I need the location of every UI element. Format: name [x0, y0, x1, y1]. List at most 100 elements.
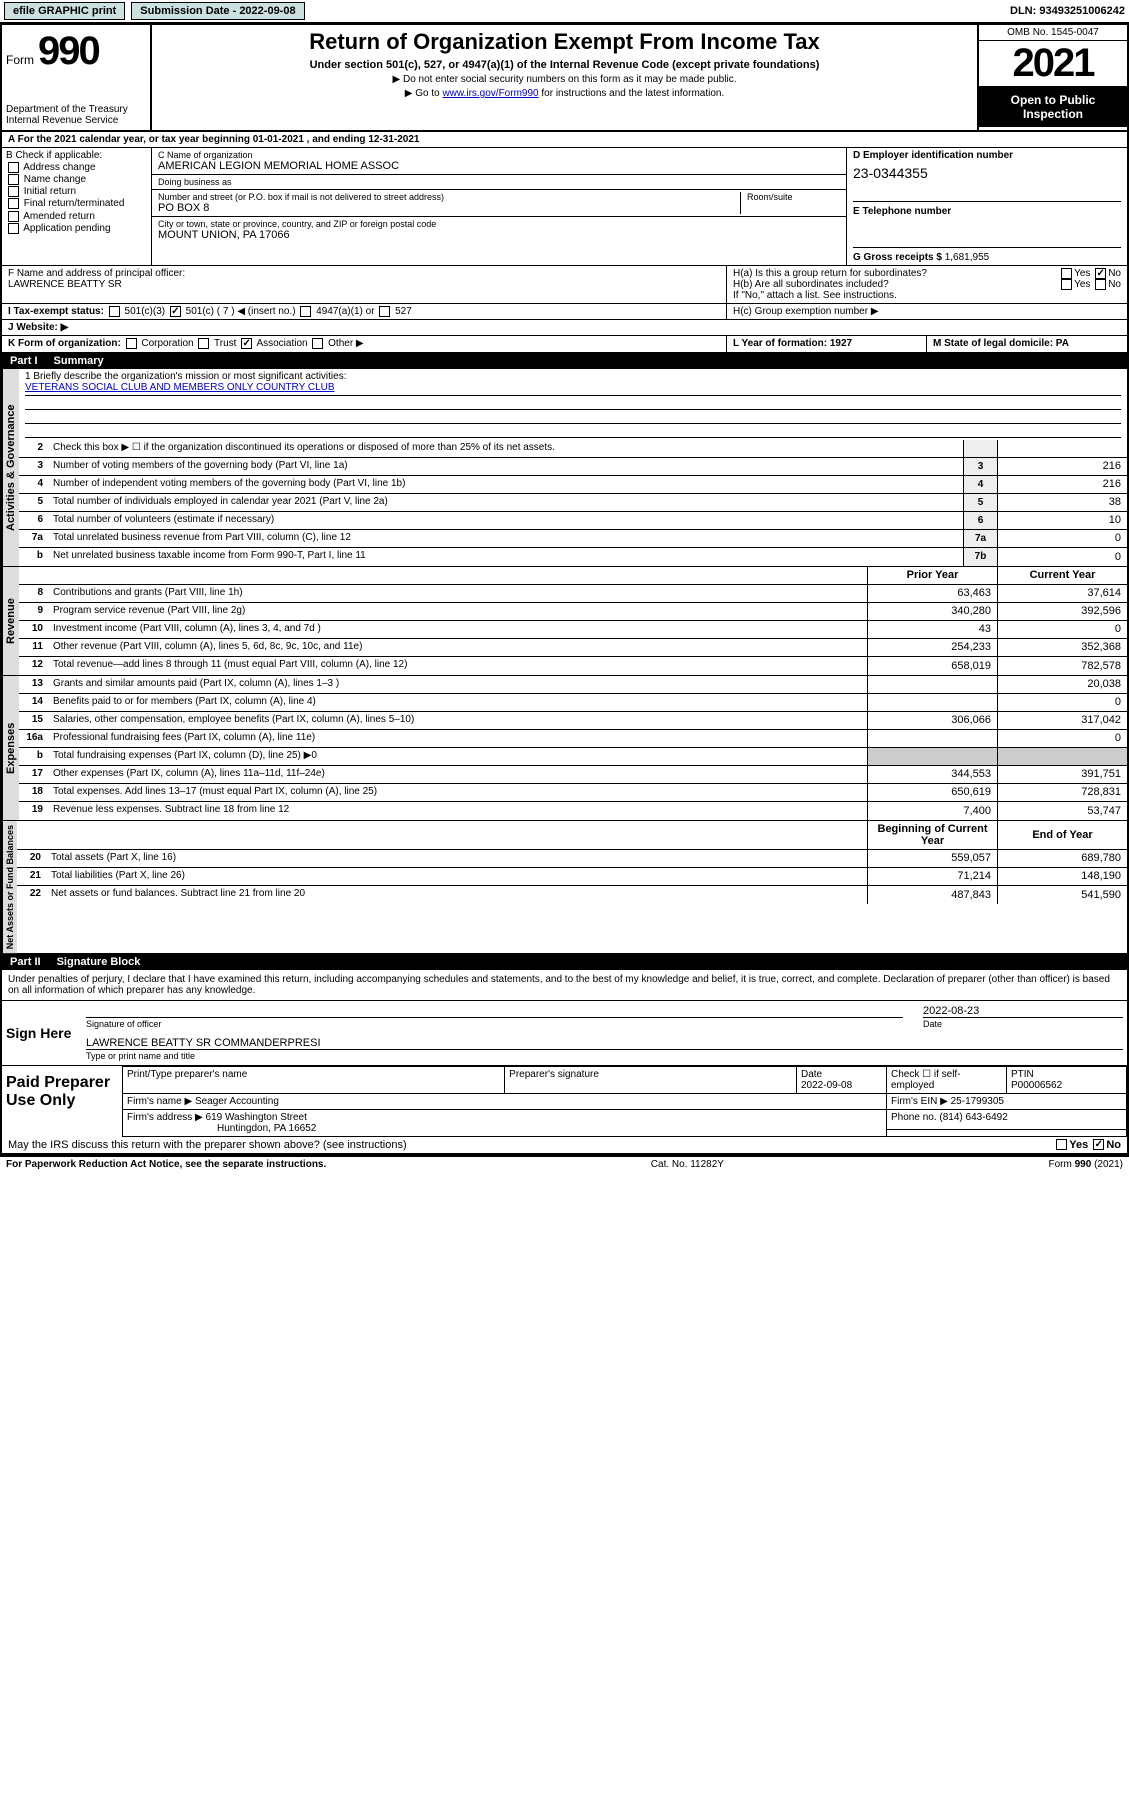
- chk-name[interactable]: Name change: [6, 174, 147, 185]
- city-label: City or town, state or province, country…: [158, 219, 840, 229]
- mission-text: VETERANS SOCIAL CLUB AND MEMBERS ONLY CO…: [25, 382, 1121, 396]
- sections-bcd: B Check if applicable: Address change Na…: [2, 148, 1127, 266]
- sign-here-row: Sign Here Signature of officer 2022-08-2…: [2, 1000, 1127, 1065]
- firm-addr-cell: Firm's address ▶ 619 Washington Street H…: [123, 1109, 887, 1136]
- hb-label: H(b) Are all subordinates included?: [733, 279, 889, 290]
- form-word: Form: [6, 53, 34, 67]
- table-row: 22Net assets or fund balances. Subtract …: [17, 886, 1127, 904]
- phone-label: E Telephone number: [853, 201, 1121, 217]
- mission-line3: [25, 410, 1121, 424]
- row-j: J Website: ▶: [2, 320, 1127, 336]
- chk-initial[interactable]: Initial return: [6, 186, 147, 197]
- firm-ein-cell: Firm's EIN ▶ 25-1799305: [887, 1093, 1127, 1109]
- chk-amended[interactable]: Amended return: [6, 211, 147, 222]
- chk-501c[interactable]: [170, 306, 181, 317]
- table-row: 7aTotal unrelated business revenue from …: [19, 530, 1127, 548]
- vtab-expenses: Expenses: [2, 676, 19, 820]
- room-label: Room/suite: [747, 192, 840, 202]
- may-irs-no[interactable]: [1093, 1139, 1104, 1150]
- chk-assoc[interactable]: [241, 338, 252, 349]
- section-i: I Tax-exempt status: 501(c)(3) 501(c) ( …: [2, 304, 727, 319]
- hb-note: If "No," attach a list. See instructions…: [733, 290, 1121, 301]
- ha-no[interactable]: [1095, 268, 1106, 279]
- form-header: Form 990 Department of the Treasury Inte…: [2, 25, 1127, 132]
- officer-label: F Name and address of principal officer:: [8, 268, 720, 279]
- sign-here-fields: Signature of officer 2022-08-23 Date LAW…: [82, 1001, 1127, 1065]
- form-number: Form 990: [6, 29, 146, 74]
- begin-year-header: Beginning of Current Year: [867, 821, 997, 849]
- table-row: 16aProfessional fundraising fees (Part I…: [19, 730, 1127, 748]
- chk-501c3[interactable]: [109, 306, 120, 317]
- ein-label: D Employer identification number: [853, 150, 1121, 161]
- hb-yes[interactable]: [1061, 279, 1072, 290]
- efile-print-button[interactable]: efile GRAPHIC print: [4, 2, 125, 20]
- org-name-box: C Name of organization AMERICAN LEGION M…: [152, 148, 846, 175]
- may-irs-yes[interactable]: [1056, 1139, 1067, 1150]
- table-row: 11Other revenue (Part VIII, column (A), …: [19, 639, 1127, 657]
- org-name-label: C Name of organization: [158, 150, 840, 160]
- sig-date-value: 2022-08-23: [923, 1005, 1123, 1017]
- section-d: D Employer identification number 23-0344…: [847, 148, 1127, 265]
- vtab-revenue: Revenue: [2, 567, 19, 675]
- mission-line2: [25, 396, 1121, 410]
- open-public-badge: Open to Public Inspection: [979, 87, 1127, 127]
- ha-yes[interactable]: [1061, 268, 1072, 279]
- chk-pending[interactable]: Application pending: [6, 223, 147, 234]
- paid-preparer-label: Paid Preparer Use Only: [2, 1066, 122, 1137]
- section-c: C Name of organization AMERICAN LEGION M…: [152, 148, 847, 265]
- part1-title: Summary: [54, 355, 104, 367]
- officer-name: LAWRENCE BEATTY SR: [8, 279, 720, 290]
- table-row: 10Investment income (Part VIII, column (…: [19, 621, 1127, 639]
- row-a-tax-year: A For the 2021 calendar year, or tax yea…: [2, 132, 1127, 148]
- top-toolbar: efile GRAPHIC print Submission Date - 20…: [0, 0, 1129, 23]
- table-row: 9Program service revenue (Part VIII, lin…: [19, 603, 1127, 621]
- pra-notice: For Paperwork Reduction Act Notice, see …: [6, 1159, 326, 1170]
- table-row: 18Total expenses. Add lines 13–17 (must …: [19, 784, 1127, 802]
- cat-no: Cat. No. 11282Y: [651, 1159, 724, 1170]
- chk-527[interactable]: [379, 306, 390, 317]
- perjury-declaration: Under penalties of perjury, I declare th…: [2, 970, 1127, 1000]
- table-row: 3Number of voting members of the governi…: [19, 458, 1127, 476]
- chk-trust[interactable]: [198, 338, 209, 349]
- prep-date-cell: Date2022-09-08: [797, 1066, 887, 1093]
- mission-label: 1 Briefly describe the organization's mi…: [25, 371, 1121, 382]
- table-row: 12Total revenue—add lines 8 through 11 (…: [19, 657, 1127, 675]
- may-irs-row: May the IRS discuss this return with the…: [2, 1137, 1127, 1154]
- chk-other[interactable]: [312, 338, 323, 349]
- section-k: K Form of organization: Corporation Trus…: [2, 336, 727, 351]
- firm-name-cell: Firm's name ▶ Seager Accounting: [123, 1093, 887, 1109]
- ein-value: 23-0344355: [853, 165, 1121, 181]
- table-row: 20Total assets (Part X, line 16)559,0576…: [17, 850, 1127, 868]
- mission-line4: [25, 424, 1121, 438]
- prep-name-cell: Print/Type preparer's name: [123, 1066, 505, 1093]
- paid-preparer-row: Paid Preparer Use Only Print/Type prepar…: [2, 1065, 1127, 1137]
- org-name-value: AMERICAN LEGION MEMORIAL HOME ASSOC: [158, 160, 840, 172]
- ptin-cell: PTINP00006562: [1007, 1066, 1127, 1093]
- form-ref: Form 990 (2021): [1049, 1159, 1123, 1170]
- form-title: Return of Organization Exempt From Incom…: [160, 29, 969, 55]
- may-irs-text: May the IRS discuss this return with the…: [8, 1139, 1054, 1151]
- tax-year: 2021: [979, 41, 1127, 87]
- chk-corp[interactable]: [126, 338, 137, 349]
- hb-no[interactable]: [1095, 279, 1106, 290]
- table-row: bTotal fundraising expenses (Part IX, co…: [19, 748, 1127, 766]
- chk-final[interactable]: Final return/terminated: [6, 198, 147, 209]
- table-row: 19Revenue less expenses. Subtract line 1…: [19, 802, 1127, 820]
- section-l: L Year of formation: 1927: [727, 336, 927, 351]
- irs-link[interactable]: www.irs.gov/Form990: [442, 88, 538, 99]
- hc-label: H(c) Group exemption number ▶: [733, 306, 879, 317]
- dept-treasury: Department of the Treasury: [6, 104, 146, 115]
- form-num: 990: [38, 29, 99, 74]
- ha-label: H(a) Is this a group return for subordin…: [733, 268, 927, 279]
- table-row: 14Benefits paid to or for members (Part …: [19, 694, 1127, 712]
- chk-address[interactable]: Address change: [6, 162, 147, 173]
- irs-label: Internal Revenue Service: [6, 115, 146, 126]
- goto-suffix: for instructions and the latest informat…: [539, 88, 725, 99]
- vtab-governance: Activities & Governance: [2, 369, 19, 566]
- goto-prefix: ▶ Go to: [405, 88, 443, 99]
- section-h: H(a) Is this a group return for subordin…: [727, 266, 1127, 303]
- chk-4947[interactable]: [300, 306, 311, 317]
- dba-label: Doing business as: [158, 177, 840, 187]
- page-footer: For Paperwork Reduction Act Notice, see …: [0, 1156, 1129, 1172]
- end-year-header: End of Year: [997, 821, 1127, 849]
